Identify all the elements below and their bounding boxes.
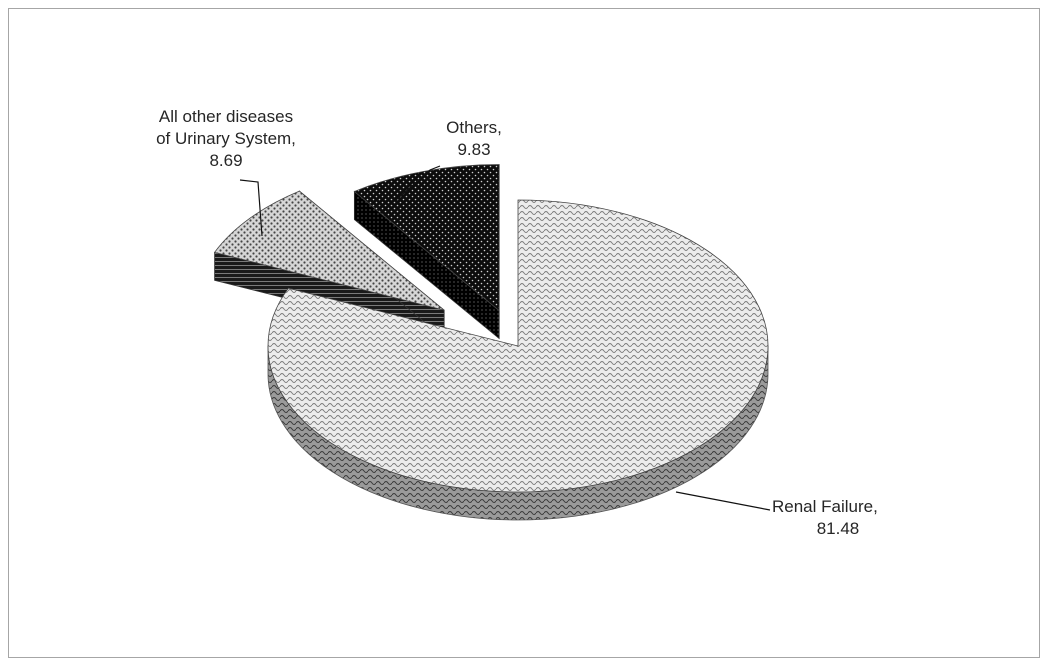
slice-others bbox=[353, 164, 500, 312]
data-label-others: Others, 9.83 bbox=[446, 118, 502, 159]
leader-line-others bbox=[395, 165, 441, 201]
leader-line-renal-failure bbox=[675, 491, 771, 511]
leader-line-all-other-diseases-of-urinary-system bbox=[239, 179, 263, 237]
data-label-renal-failure: Renal Failure, 81.48 bbox=[772, 497, 878, 538]
slice-renal-failure bbox=[267, 199, 769, 493]
slice-all-other-diseases-of-urinary-system bbox=[213, 190, 445, 311]
data-label-all-other-diseases-of-urinary-system: All other diseases of Urinary System, 8.69 bbox=[156, 107, 296, 170]
